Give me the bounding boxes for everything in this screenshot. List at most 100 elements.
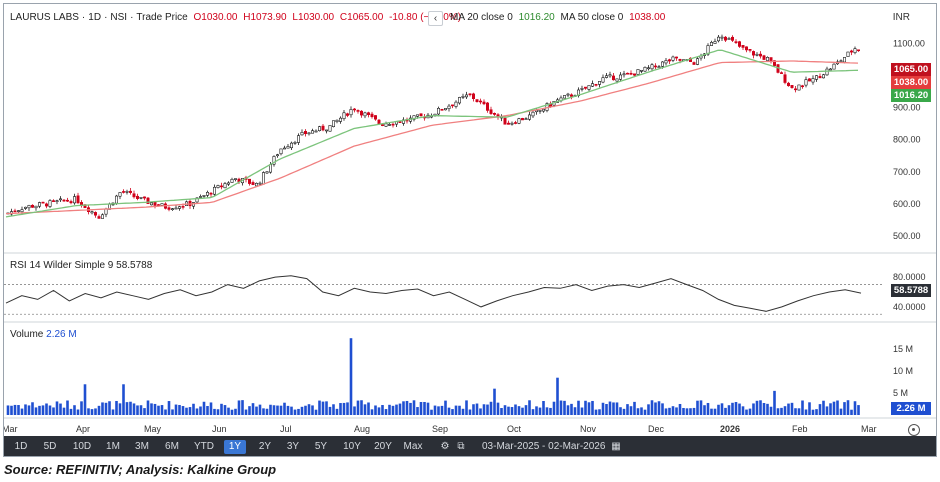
x-tick-label: Aug (354, 424, 370, 434)
close-value: C1065.00 (339, 12, 384, 23)
volume-bar (90, 409, 94, 415)
volume-bar (479, 408, 482, 415)
volume-bar (297, 408, 300, 415)
volume-bar (664, 408, 668, 415)
volume-bar (45, 403, 48, 415)
range-button-20y[interactable]: 20Y (374, 441, 392, 452)
volume-bar (213, 408, 216, 415)
range-button-10d[interactable]: 10D (72, 441, 92, 452)
candle-body (751, 51, 755, 56)
volume-bar (38, 405, 41, 415)
volume-bar (433, 405, 437, 415)
volume-bar (773, 390, 776, 415)
volume-bar (713, 408, 717, 415)
range-button-1d[interactable]: 1D (14, 441, 28, 452)
candle-body (608, 74, 612, 77)
volume-bar (692, 407, 696, 415)
candle-body (765, 57, 769, 61)
volume-bar (822, 400, 825, 415)
volume-y-tick: 5 M (893, 388, 908, 398)
candle-body (674, 56, 678, 59)
volume-bar (199, 406, 202, 415)
candle-body (220, 185, 224, 188)
volume-bar (661, 403, 664, 415)
volume-bar (710, 408, 713, 415)
volume-bar (573, 407, 577, 415)
volume-bar (580, 407, 584, 415)
volume-bar (73, 405, 76, 415)
volume-legend: Volume 2.26 M (10, 329, 77, 340)
chart-canvas[interactable]: 500.00600.00700.00800.00900.001000.00110… (4, 4, 936, 456)
volume-bar (52, 407, 55, 415)
candle-body (118, 192, 122, 197)
candle-body (492, 113, 496, 115)
range-button-10y[interactable]: 10Y (343, 441, 361, 452)
settings-icon[interactable]: ⚙ (440, 441, 450, 452)
volume-bar (258, 404, 262, 415)
ma50-line (5, 60, 859, 215)
x-tick-label: Feb (792, 424, 808, 434)
range-button-2y[interactable]: 2Y (258, 441, 272, 452)
candle-body (44, 203, 48, 207)
range-button-1m[interactable]: 1M (106, 441, 120, 452)
candle-body (618, 74, 622, 80)
range-button-max[interactable]: Max (403, 441, 423, 452)
range-button-ytd[interactable]: YTD (194, 441, 214, 452)
candle-body (167, 207, 171, 210)
volume-bar (510, 407, 514, 415)
volume-bar (615, 402, 619, 415)
calendar-icon[interactable]: ▦ (611, 441, 621, 452)
volume-bar (811, 409, 815, 415)
range-button-5y[interactable]: 5Y (314, 441, 328, 452)
date-range[interactable]: 03-Mar-2025 - 02-Mar-2026 (482, 441, 606, 452)
range-button-3m[interactable]: 3M (135, 441, 149, 452)
candle-body (101, 214, 105, 219)
volume-bar (395, 404, 398, 415)
range-button-6m[interactable]: 6M (165, 441, 179, 452)
volume-bar (601, 402, 605, 415)
range-button-1y[interactable]: 1Y (224, 440, 246, 454)
candle-body (562, 95, 566, 99)
settings-icon[interactable] (908, 424, 920, 436)
volume-bar (6, 405, 10, 415)
candle-body (853, 48, 857, 53)
volume-bar (797, 408, 801, 415)
candle-body (695, 58, 699, 65)
volume-bar (62, 407, 66, 415)
range-button-3y[interactable]: 3Y (286, 441, 300, 452)
candle-body (171, 208, 175, 210)
volume-bar (41, 405, 45, 415)
candle-body (601, 77, 605, 83)
volume-bar (584, 400, 587, 415)
volume-bar (640, 407, 643, 415)
candle-body (639, 69, 643, 72)
volume-bar (31, 402, 34, 415)
candle-body (255, 182, 259, 187)
candle-body (349, 109, 353, 116)
volume-bar (164, 409, 167, 415)
volume-bar (647, 404, 650, 415)
volume-bar (654, 402, 657, 415)
compare-icon[interactable]: ⧉ (457, 441, 465, 452)
candle-body (97, 216, 101, 219)
candle-body (199, 196, 203, 198)
price-y-tick: 500.00 (893, 231, 921, 241)
source-caption: Source: REFINITIV; Analysis: Kalkine Gro… (4, 462, 277, 477)
candle-body (363, 112, 367, 117)
price-y-tick: 800.00 (893, 135, 921, 145)
volume-bar (97, 405, 101, 415)
volume-bar (335, 408, 339, 415)
price-type: Trade Price (136, 12, 188, 23)
candle-body (328, 125, 332, 132)
candle-body (234, 178, 238, 180)
candle-body (604, 75, 608, 78)
candle-body (772, 60, 776, 66)
candle-body (73, 196, 77, 204)
volume-bar (143, 408, 146, 415)
volume-bar (402, 401, 405, 415)
volume-bar (48, 405, 52, 415)
candle-body (443, 108, 447, 111)
chevron-left-icon[interactable]: ‹ (428, 11, 443, 26)
range-button-5d[interactable]: 5D (43, 441, 57, 452)
volume-bar (384, 409, 388, 415)
